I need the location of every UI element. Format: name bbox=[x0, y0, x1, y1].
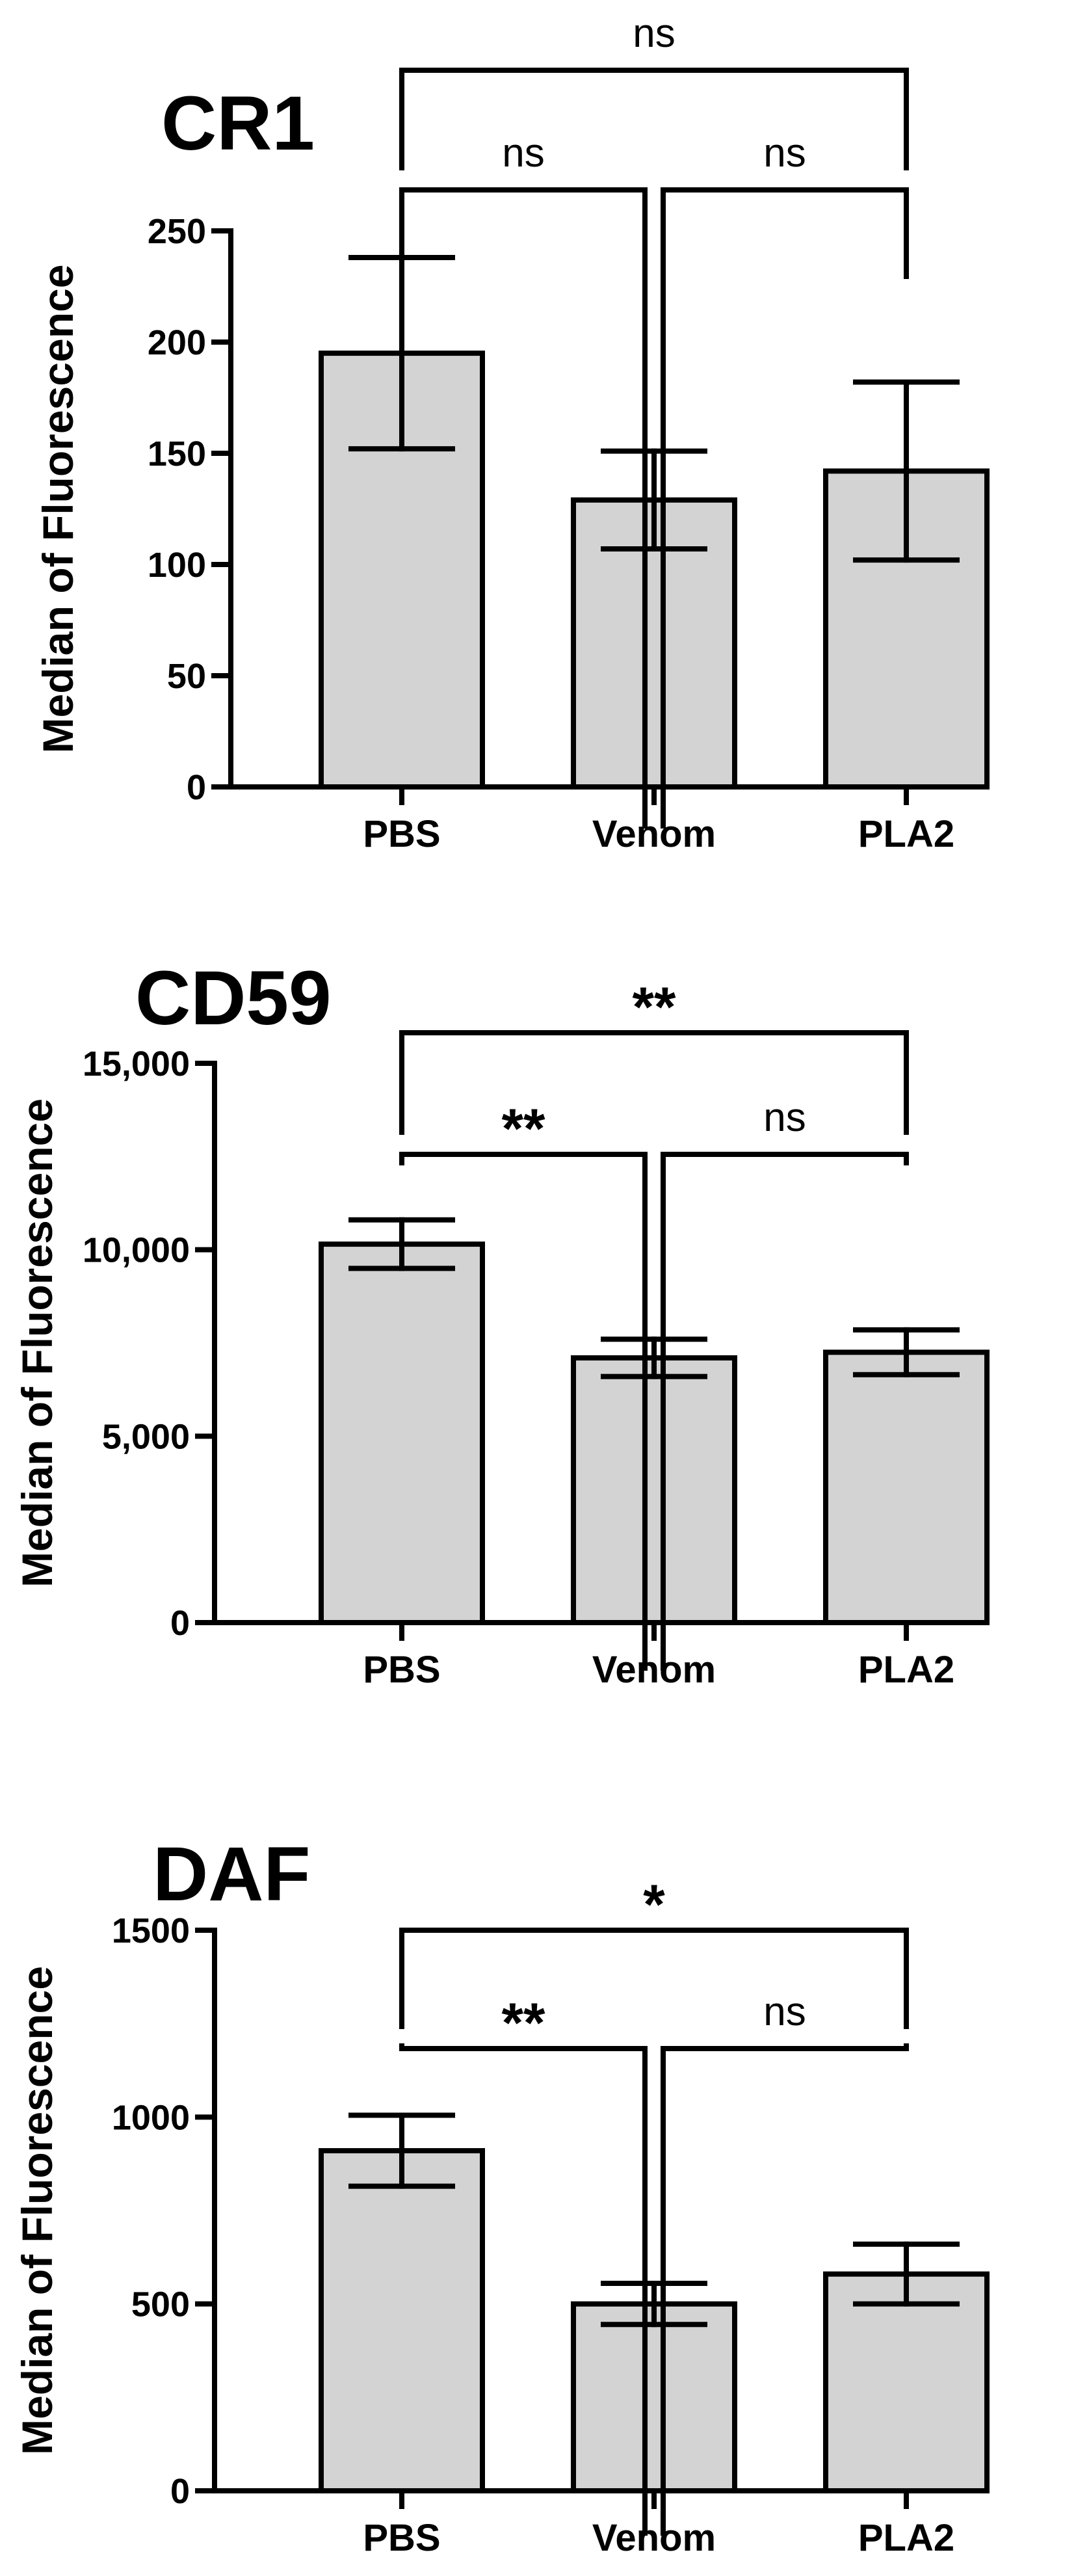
significance-label: ns bbox=[763, 1095, 806, 1140]
significance-label: ns bbox=[502, 131, 544, 176]
y-tick-label: 0 bbox=[170, 2472, 190, 2511]
chart-panel-daf: DAF Median of Fluorescence 0 500 1000 1500 PBS… bbox=[13, 1831, 990, 2559]
significance-label: ** bbox=[502, 1992, 545, 2054]
x-tick-label-pla2: PLA2 bbox=[858, 2517, 954, 2559]
bar-venom bbox=[571, 1355, 737, 1626]
significance-bracket-pbs-venom: ** bbox=[399, 1992, 648, 2536]
error-bar-pla2 bbox=[853, 1327, 960, 1377]
bar-pbs bbox=[319, 2148, 485, 2493]
error-bar-venom bbox=[601, 448, 707, 552]
bar-pbs bbox=[319, 1242, 485, 1625]
chart-title: CD59 bbox=[135, 955, 332, 1041]
x-tick-label-pla2: PLA2 bbox=[858, 1649, 954, 1691]
significance-label: ** bbox=[502, 1098, 545, 1160]
y-tick-label: 150 bbox=[148, 434, 206, 473]
significance-bracket-venom-pla2: ns bbox=[661, 131, 909, 829]
y-tick-label: 50 bbox=[167, 657, 206, 696]
chart-panel-cd59: CD59 Median of Fluorescence 0 5,000 10,000 15… bbox=[13, 955, 990, 1691]
y-tick-label: 200 bbox=[148, 323, 206, 362]
x-tick-label-venom: Venom bbox=[592, 2517, 716, 2559]
bar-venom bbox=[571, 2301, 737, 2494]
error-bar-pbs bbox=[348, 1217, 455, 1271]
significance-bracket-pbs-pla2: ** bbox=[399, 976, 909, 1135]
y-tick-label: 250 bbox=[148, 212, 206, 251]
significance-bracket-venom-pla2: ns bbox=[661, 1095, 909, 1671]
y-tick-label: 0 bbox=[170, 1604, 190, 1643]
y-tick-label: 10,000 bbox=[83, 1231, 190, 1270]
chart-title: CR1 bbox=[161, 81, 315, 166]
y-tick-label: 0 bbox=[187, 768, 206, 807]
x-tick-label-pla2: PLA2 bbox=[858, 813, 954, 855]
significance-label: ** bbox=[633, 976, 676, 1039]
y-tick-label: 15,000 bbox=[83, 1044, 190, 1083]
significance-label: * bbox=[643, 1874, 665, 1936]
y-axis-label: Median of Fluorescence bbox=[13, 1098, 61, 1587]
chart-panel-cr1: CR1 Median of Fluorescence 0 50 100 150 200 250… bbox=[34, 11, 990, 855]
x-tick-label-venom: Venom bbox=[592, 813, 716, 855]
significance-bracket-pbs-pla2: * bbox=[399, 1874, 909, 2029]
bar-pla2 bbox=[823, 1349, 990, 1625]
significance-bracket-venom-pla2: ns bbox=[661, 1989, 909, 2536]
error-bar-venom bbox=[601, 1336, 707, 1379]
y-tick-label: 500 bbox=[131, 2285, 190, 2324]
y-axis-label: Median of Fluorescence bbox=[34, 265, 82, 754]
y-axis-label: Median of Fluorescence bbox=[13, 1966, 61, 2455]
significance-label: ns bbox=[633, 11, 675, 56]
significance-bracket-pbs-venom: ns bbox=[399, 131, 648, 829]
error-bar-pla2 bbox=[853, 379, 960, 563]
error-bar-venom bbox=[601, 2281, 707, 2328]
significance-label: ns bbox=[763, 1989, 806, 2034]
y-tick-label: 1000 bbox=[112, 2098, 190, 2137]
significance-bracket-pbs-pla2: ns bbox=[399, 11, 909, 170]
error-bar-pbs bbox=[348, 2112, 455, 2189]
significance-bracket-pbs-venom: ** bbox=[399, 1098, 648, 1671]
x-tick-label-pbs: PBS bbox=[363, 813, 440, 855]
x-tick-label-venom: Venom bbox=[592, 1649, 716, 1691]
bar-pla2 bbox=[823, 2271, 990, 2494]
y-tick-label: 1500 bbox=[112, 1911, 190, 1950]
chart-title: DAF bbox=[153, 1831, 311, 1917]
y-tick-label: 100 bbox=[148, 546, 206, 585]
error-bar-pla2 bbox=[853, 2241, 960, 2307]
x-tick-label-pbs: PBS bbox=[363, 1649, 440, 1691]
significance-label: ns bbox=[763, 131, 806, 176]
y-tick-label: 5,000 bbox=[102, 1417, 190, 1456]
x-tick-label-pbs: PBS bbox=[363, 2517, 440, 2559]
